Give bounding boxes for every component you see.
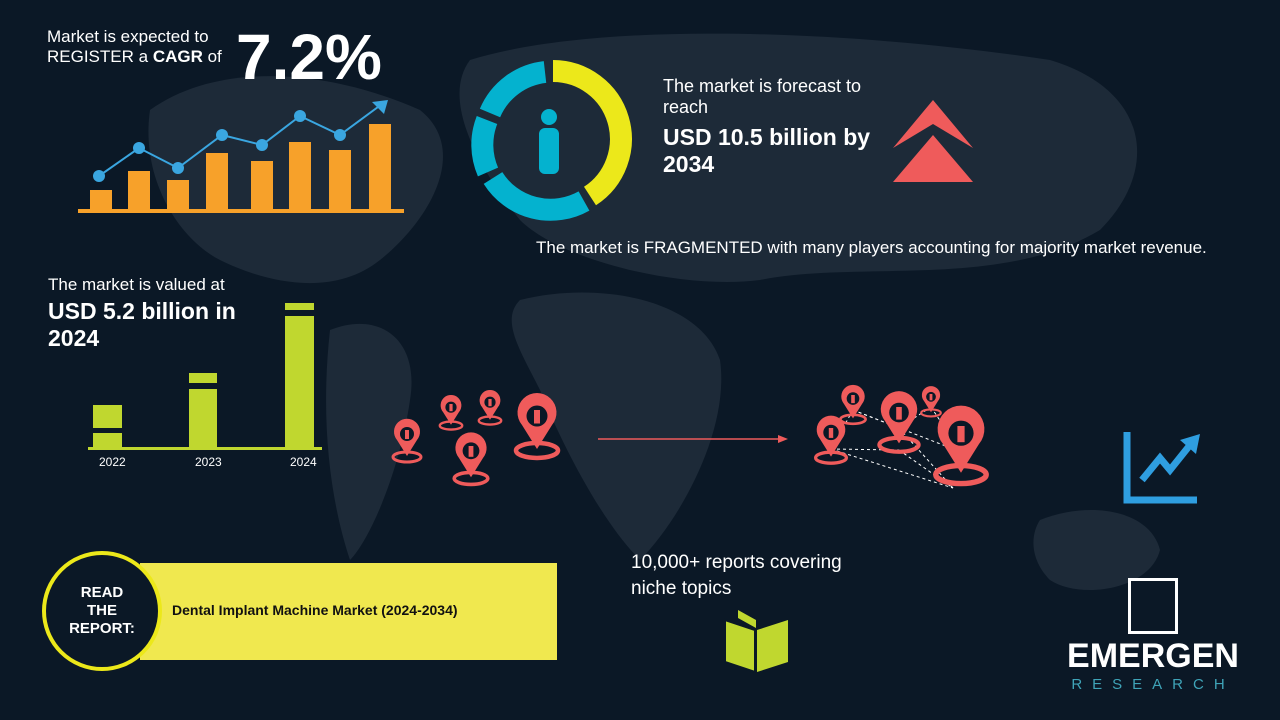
reports-text: 10,000+ reports covering niche topics	[631, 552, 842, 599]
cagr-text: Market is expected to REGISTER a CAGR of	[47, 27, 222, 66]
logo-mark	[1128, 578, 1178, 634]
valued-block: The market is valued at USD 5.2 billion …	[48, 275, 236, 351]
year-label: 2022	[99, 455, 126, 469]
report-title-link[interactable]: Dental Implant Machine Market (2024-2034…	[172, 602, 458, 618]
read-report-banner[interactable]: Dental Implant Machine Market (2024-2034…	[140, 563, 557, 660]
year-label: 2023	[195, 455, 222, 469]
fragmented-text: The market is FRAGMENTED with many playe…	[536, 238, 1207, 257]
forecast-block: The market is forecast to reach USD 10.5…	[663, 76, 871, 177]
cagr-value: 7.2%	[236, 21, 382, 93]
read-report-circle[interactable]: READ THE REPORT:	[42, 551, 162, 671]
bar-2024	[285, 303, 314, 447]
year-label: 2024	[290, 455, 317, 469]
emergen-logo: EMERGEN RESEARCH	[1060, 578, 1246, 693]
bar-2022	[93, 405, 122, 447]
